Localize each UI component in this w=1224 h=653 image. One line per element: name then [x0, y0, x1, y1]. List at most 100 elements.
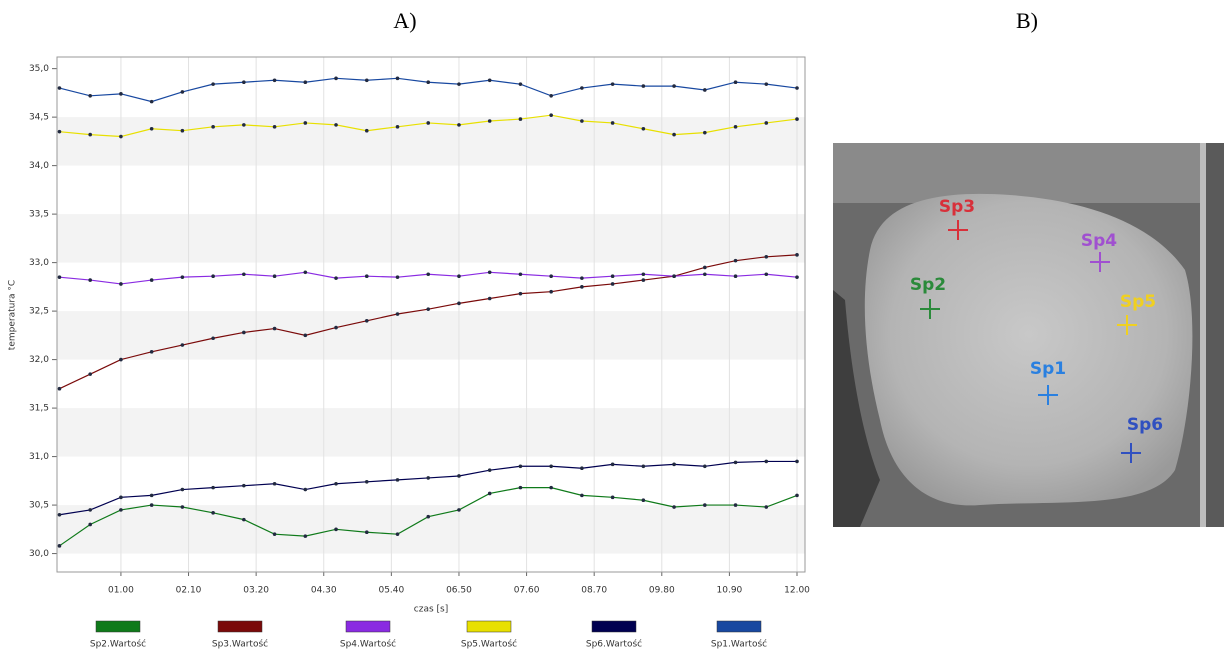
y-tick-label: 33,0	[29, 258, 49, 268]
legend-label: Sp5.Wartość	[461, 639, 517, 650]
data-point	[272, 481, 277, 486]
data-point	[303, 534, 308, 538]
data-point	[364, 128, 369, 133]
spot-label: Sp6	[1127, 415, 1163, 435]
spot-cross	[1121, 443, 1141, 463]
data-point	[272, 532, 277, 536]
data-point	[518, 464, 523, 469]
data-point	[242, 123, 246, 127]
data-point	[242, 80, 246, 85]
data-point	[211, 511, 215, 515]
x-tick-label: 09.80	[649, 586, 675, 596]
data-point	[334, 527, 338, 532]
data-point	[180, 275, 185, 279]
data-point	[487, 491, 492, 496]
data-point	[764, 82, 769, 86]
data-point	[672, 132, 676, 137]
legend-label: Sp4.Wartość	[340, 639, 396, 650]
data-point	[795, 493, 799, 498]
data-point	[764, 272, 769, 277]
data-point	[426, 514, 431, 519]
y-tick-label: 34,5	[29, 113, 49, 123]
data-point	[580, 493, 584, 498]
data-point	[426, 476, 431, 480]
y-tick-label: 30,0	[29, 549, 49, 559]
band	[57, 311, 805, 360]
data-point	[764, 121, 769, 125]
data-point	[610, 282, 615, 286]
data-point	[795, 253, 799, 257]
data-point	[764, 505, 769, 509]
data-point	[580, 119, 584, 123]
data-point	[457, 123, 461, 127]
data-point	[272, 78, 277, 83]
spot-label: Sp1	[1030, 359, 1066, 379]
data-point	[610, 495, 615, 500]
plot-frame	[56, 56, 806, 573]
spot-label: Sp2	[910, 275, 946, 295]
data-point	[303, 487, 308, 492]
data-point	[395, 76, 400, 81]
data-point	[242, 330, 246, 335]
x-tick-label: 02.10	[176, 586, 202, 596]
data-point	[242, 517, 246, 522]
data-point	[518, 272, 523, 277]
data-point	[672, 462, 676, 467]
spot-cross	[1090, 252, 1110, 272]
data-point	[703, 88, 707, 92]
data-point	[88, 132, 92, 137]
data-point	[180, 505, 185, 509]
y-tick-label: 30,5	[29, 501, 49, 511]
data-point	[795, 459, 799, 464]
data-point	[57, 544, 62, 548]
data-point	[457, 301, 461, 306]
data-point	[149, 126, 154, 131]
data-point	[764, 459, 769, 464]
data-point	[580, 276, 584, 280]
data-point	[272, 326, 277, 331]
data-point	[180, 128, 185, 133]
data-point	[119, 495, 123, 500]
data-point	[549, 289, 553, 294]
x-tick-label: 03.20	[243, 586, 269, 596]
spot-label: Sp5	[1120, 292, 1156, 312]
legend-swatch	[466, 620, 512, 633]
data-point	[364, 319, 369, 323]
data-point	[88, 93, 92, 98]
data-point	[88, 372, 92, 376]
data-point	[487, 468, 492, 472]
data-point	[211, 82, 215, 86]
data-point	[580, 86, 584, 90]
data-point	[518, 291, 523, 296]
data-point	[610, 121, 615, 125]
x-tick-label: 05.40	[378, 586, 404, 596]
spot-label: Sp3	[939, 197, 975, 217]
data-point	[703, 130, 707, 135]
legend-label: Sp1.Wartość	[711, 639, 767, 650]
y-axis-title: temperatura °C	[8, 280, 18, 350]
data-point	[426, 121, 431, 125]
data-point	[457, 474, 461, 478]
data-point	[272, 274, 277, 278]
data-point	[733, 125, 738, 129]
data-point	[549, 113, 553, 117]
legend-swatch	[591, 620, 637, 633]
data-point	[88, 508, 92, 512]
data-point	[610, 462, 615, 467]
data-point	[242, 483, 246, 488]
data-point	[57, 129, 62, 134]
data-point	[149, 278, 154, 282]
data-point	[334, 76, 338, 81]
data-point	[641, 464, 646, 469]
y-tick-label: 31,0	[29, 452, 49, 462]
y-tick-label: 32,0	[29, 355, 49, 365]
data-point	[549, 464, 553, 469]
data-point	[149, 99, 154, 104]
data-point	[703, 272, 707, 277]
data-point	[549, 274, 553, 278]
data-point	[733, 460, 738, 465]
data-point	[518, 82, 523, 86]
legend-swatch	[345, 620, 391, 633]
y-tick-label: 31,5	[29, 404, 49, 414]
